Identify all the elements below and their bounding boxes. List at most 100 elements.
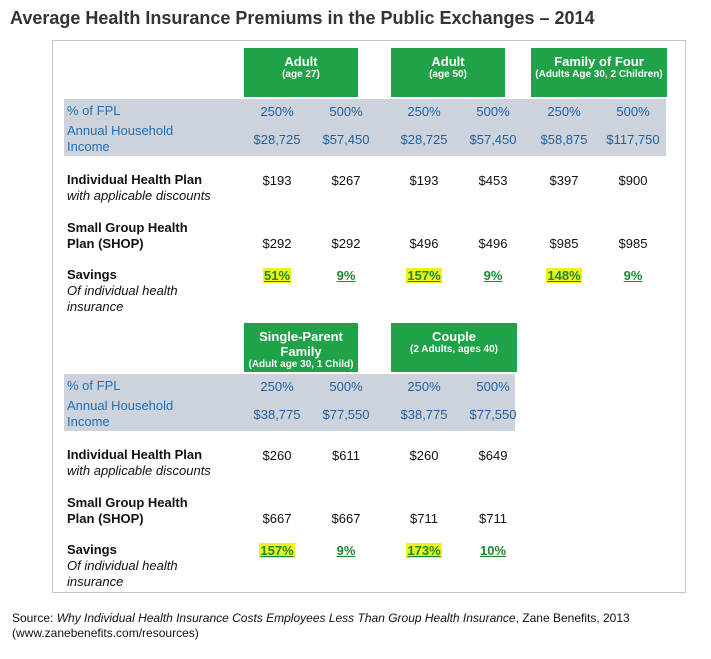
individual-plan-title: Individual Health Plan [67,447,203,462]
shop-value: $985 [549,236,579,251]
savings-highlight: 157% [259,543,295,558]
income-value: $57,450 [322,132,370,147]
income-value: $77,550 [322,407,370,422]
fpl-value: 250% [407,104,441,119]
income-value: $58,875 [540,132,588,147]
individual-value: $260 [409,448,439,463]
individual-value: $193 [409,173,439,188]
fpl-value: 250% [260,104,294,119]
small-group-title: Small Group Health Plan (SHOP) [67,495,188,526]
savings-value: 9% [599,268,667,283]
income-label: Annual Household Income [67,398,174,429]
group-name: Adult [284,54,318,69]
group-sub: (Adult age 30, 1 Child) [248,359,354,370]
fpl-label: % of FPL [67,103,121,118]
savings-value: 173% [390,543,458,558]
fpl-label: % of FPL [67,378,121,393]
shop-value: $711 [410,511,438,526]
savings-text: 10% [479,543,507,558]
fpl-value: 500% [616,104,650,119]
small-group-title: Small Group Health Plan (SHOP) [67,220,188,251]
source-url: (www.zanebenefits.com/resources) [12,626,199,640]
group-name: Single-Parent Family [259,329,343,359]
individual-value: $397 [549,173,579,188]
savings-note: Of individual health insurance [67,283,178,314]
individual-plan-title: Individual Health Plan [67,172,203,187]
individual-plan-note: with applicable discounts [67,188,211,203]
shop-value: $711 [479,511,507,526]
savings-label: Savings Of individual health insurance [67,267,207,315]
individual-value: $267 [331,173,361,188]
fpl-value: 500% [329,379,363,394]
shop-value: $985 [618,236,648,251]
individual-value: $649 [478,448,508,463]
individual-value: $611 [332,448,360,463]
savings-value: 9% [459,268,527,283]
shop-value: $496 [409,236,439,251]
savings-text: 9% [483,268,503,283]
fpl-value: 250% [260,379,294,394]
group-sub: (Adults Age 30, 2 Children) [535,69,663,80]
income-label: Annual Household Income [67,123,174,154]
group-sub: (age 50) [429,69,467,80]
shop-value: $292 [262,236,292,251]
savings-value: 51% [243,268,311,283]
savings-label: Savings Of individual health insurance [67,542,207,590]
income-value: $38,775 [253,407,301,422]
source-note: Source: Why Individual Health Insurance … [12,611,630,641]
group-sub: (2 Adults, ages 40) [410,344,498,355]
fpl-value: 500% [476,104,510,119]
fpl-value: 500% [476,379,510,394]
savings-highlight: 51% [262,268,292,283]
savings-highlight: 148% [546,268,582,283]
individual-plan-label: Individual Health Plan with applicable di… [67,447,211,479]
fpl-value: 500% [329,104,363,119]
income-value: $77,550 [469,407,517,422]
savings-title: Savings [67,542,117,557]
income-value: $57,450 [469,132,517,147]
savings-highlight: 173% [406,543,442,558]
shop-value: $667 [331,511,361,526]
fpl-value: 250% [547,104,581,119]
table-frame [52,40,686,593]
shop-value: $496 [478,236,508,251]
savings-value: 10% [459,543,527,558]
individual-value: $453 [478,173,508,188]
income-value: $28,725 [400,132,448,147]
small-group-label: Small Group Health Plan (SHOP) [67,495,207,527]
group-header: Adult (age 27) [244,48,358,97]
shop-value: $667 [262,511,292,526]
source-prefix: Source: [12,611,57,625]
fpl-value: 250% [407,379,441,394]
individual-plan-note: with applicable discounts [67,463,211,478]
savings-value: 157% [243,543,311,558]
savings-title: Savings [67,267,117,282]
income-value: $117,750 [606,132,660,147]
group-sub: (age 27) [282,69,320,80]
group-header: Single-Parent Family (Adult age 30, 1 Chi… [244,323,358,372]
group-header: Adult (age 50) [391,48,505,97]
group-name: Adult [431,54,465,69]
individual-value: $193 [262,173,292,188]
savings-value: 157% [390,268,458,283]
shop-value: $292 [331,236,361,251]
savings-text: 9% [623,268,643,283]
savings-value: 148% [530,268,598,283]
income-band [64,374,515,431]
savings-note: Of individual health insurance [67,558,178,589]
source-suffix: , Zane Benefits, 2013 [515,611,630,625]
source-title: Why Individual Health Insurance Costs Em… [56,611,516,625]
savings-value: 9% [312,543,380,558]
savings-highlight: 157% [406,268,442,283]
group-name: Family of Four [554,54,644,69]
page-title: Average Health Insurance Premiums in the… [10,8,595,28]
savings-value: 9% [312,268,380,283]
income-band [64,99,666,156]
individual-value: $900 [618,173,648,188]
group-header: Couple (2 Adults, ages 40) [391,323,517,372]
savings-text: 9% [336,543,356,558]
income-value: $38,775 [400,407,448,422]
group-name: Couple [431,329,477,344]
savings-text: 9% [336,268,356,283]
small-group-label: Small Group Health Plan (SHOP) [67,220,207,252]
